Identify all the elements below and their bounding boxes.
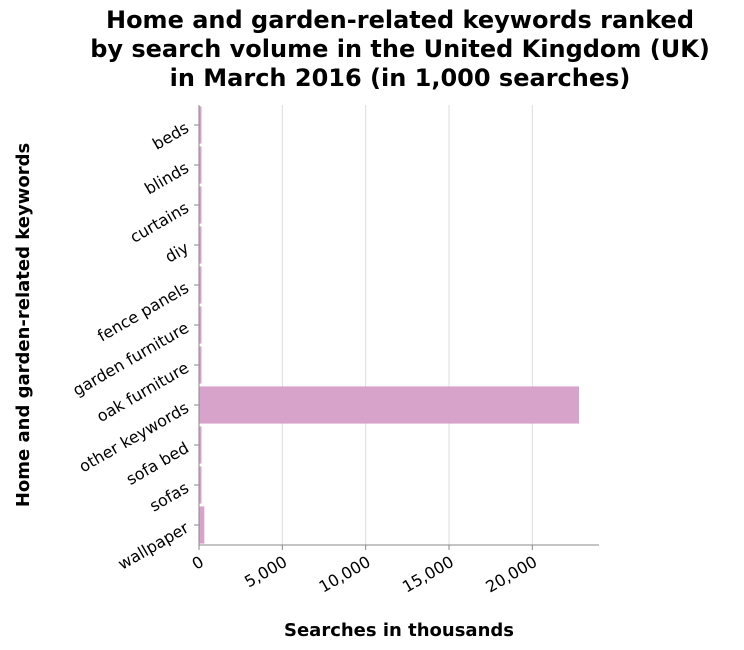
x-axis-ticks: 0 5,000 10,000 15,000 20,000 (189, 545, 540, 596)
x-tick-label: 15,000 (399, 552, 457, 596)
bar-beds (199, 106, 202, 144)
x-tick-label: 20,000 (482, 552, 540, 596)
bar-other-keywords (199, 386, 579, 424)
y-tick-label: sofas (146, 478, 192, 515)
y-tick-label: wallpaper (115, 518, 193, 574)
chart-title-line-2: by search volume in the United Kingdom (… (90, 35, 710, 63)
gridlines (281, 105, 533, 545)
bar-sofas (199, 466, 202, 504)
y-tick-label: diy (162, 238, 192, 266)
chart-title-line-1: Home and garden-related keywords ranked (105, 6, 694, 34)
chart-title-line-3: in March 2016 (in 1,000 searches) (169, 64, 631, 92)
bar-fence-panels (199, 266, 202, 304)
axes (198, 105, 599, 546)
bar-curtains (199, 186, 202, 224)
y-tick-label: beds (149, 118, 192, 154)
bar-diy (199, 226, 202, 264)
bar-garden-furniture (199, 306, 202, 344)
chart-title: Home and garden-related keywords ranked … (0, 6, 744, 93)
x-axis-title: Searches in thousands (284, 620, 514, 641)
bar-oak-furniture (199, 346, 202, 384)
x-tick-label: 5,000 (241, 552, 290, 591)
bar-blinds (199, 146, 202, 184)
y-axis-title: Home and garden-related keywords (13, 143, 34, 507)
bar-sofa-bed (199, 426, 202, 464)
bar-wallpaper (199, 506, 205, 544)
bars (199, 106, 579, 544)
x-tick-label: 0 (189, 552, 207, 574)
x-tick-label: 10,000 (316, 552, 374, 596)
y-tick-label: blinds (141, 158, 192, 198)
